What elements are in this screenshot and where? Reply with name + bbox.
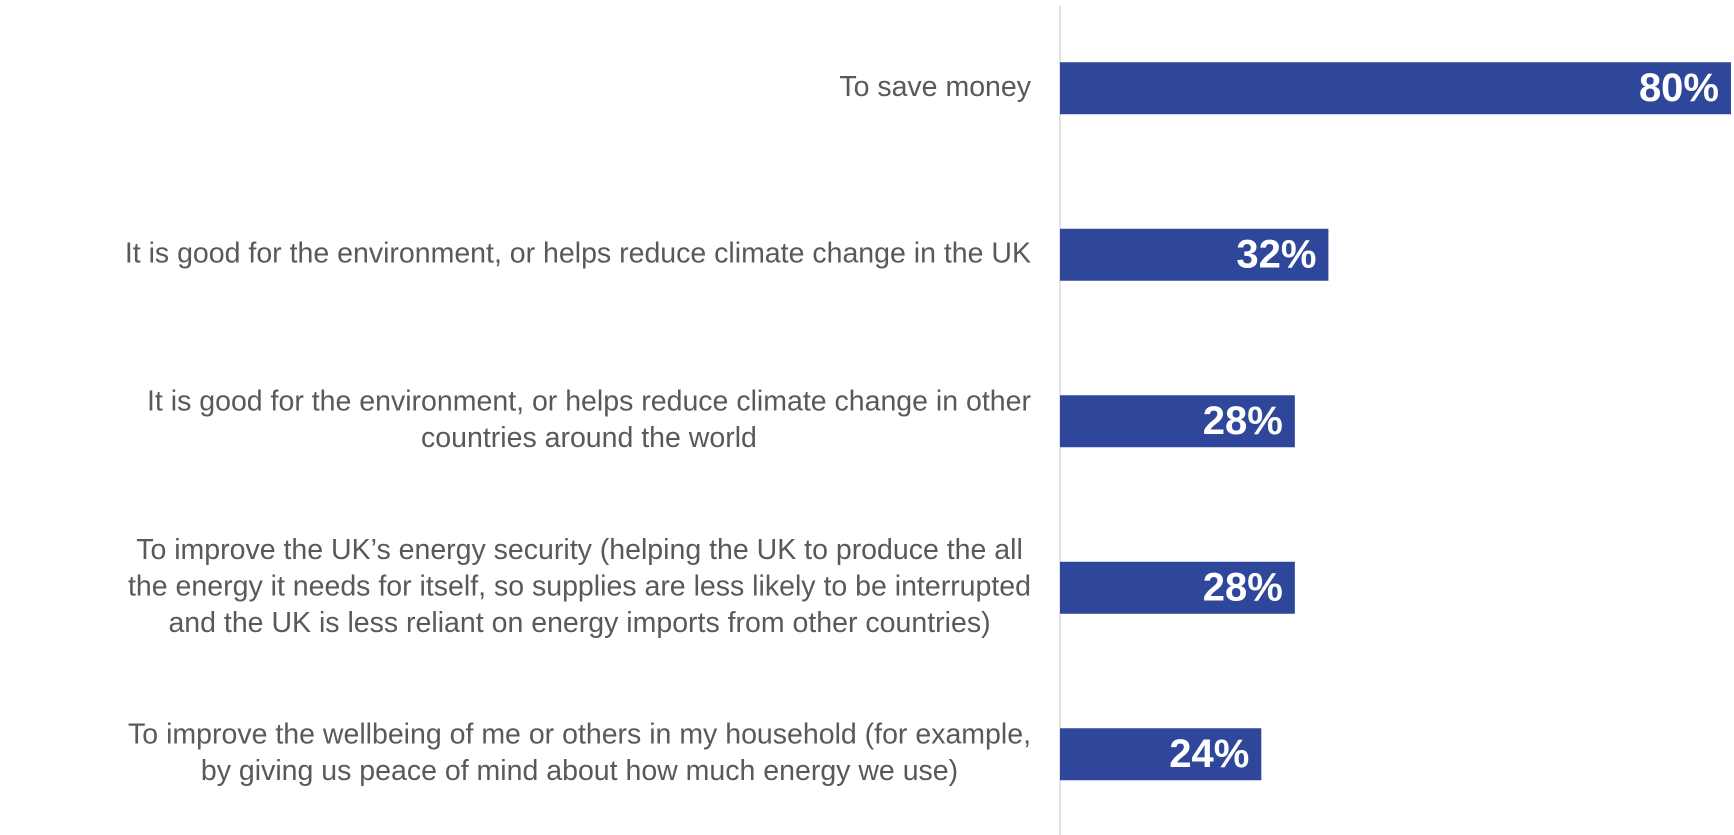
category-label: It is good for the environment, or helps… (125, 237, 1031, 269)
category-label-line: the energy it needs for itself, so suppl… (128, 570, 1031, 602)
bar (1060, 561, 1295, 614)
value-label: 32% (1236, 232, 1316, 276)
category-label: It is good for the environment, or helps… (147, 386, 1032, 455)
value-label: 28% (1203, 565, 1283, 609)
category-label: To improve the wellbeing of me or others… (128, 719, 1031, 788)
category-label-line: countries around the world (421, 422, 757, 454)
value-label: 24% (1169, 732, 1249, 776)
bar (1060, 395, 1295, 448)
category-label-line: and the UK is less reliant on energy imp… (168, 607, 990, 639)
category-label-line: It is good for the environment, or helps… (147, 386, 1032, 418)
category-label: To improve the UK’s energy security (hel… (128, 534, 1031, 639)
category-label-line: It is good for the environment, or helps… (125, 237, 1031, 269)
category-label-line: To save money (839, 71, 1031, 103)
bar (1060, 728, 1262, 781)
bar (1060, 228, 1329, 281)
value-label: 28% (1203, 399, 1283, 443)
category-label-line: To improve the wellbeing of me or others… (128, 719, 1031, 751)
category-label-line: by giving us peace of mind about how muc… (201, 755, 958, 787)
category-label: To save money (839, 71, 1031, 103)
value-label: 80% (1639, 66, 1719, 110)
bar (1060, 62, 1731, 115)
category-label-line: To improve the UK’s energy security (hel… (136, 534, 1023, 566)
